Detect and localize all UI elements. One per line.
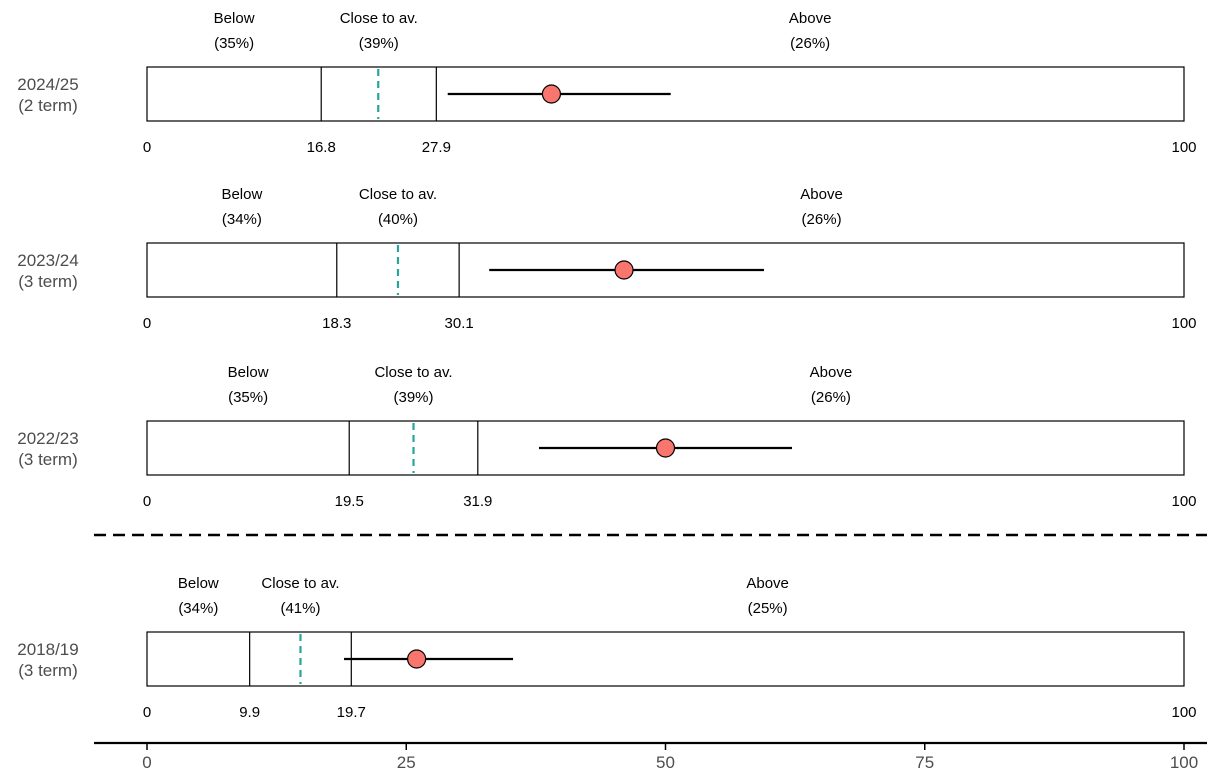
- x-axis-tick-label: 25: [397, 753, 416, 772]
- category-pct: (39%): [359, 35, 399, 52]
- category-pct: (39%): [394, 389, 434, 406]
- panel-box: [146, 242, 1185, 298]
- category-pct: (34%): [222, 211, 262, 228]
- category-label: Close to av.: [374, 364, 452, 381]
- category-label: Below: [221, 186, 262, 203]
- category-label: Below: [178, 575, 219, 592]
- tick-label-threshold: 27.9: [422, 139, 451, 156]
- x-axis-tick-label: 100: [1170, 753, 1198, 772]
- tick-label-min: 0: [143, 704, 151, 721]
- category-label: Below: [228, 364, 269, 381]
- panel-box: [146, 631, 1185, 687]
- row-label-term: (3 term): [18, 450, 78, 469]
- category-label: Close to av.: [261, 575, 339, 592]
- row-label-term: (3 term): [18, 272, 78, 291]
- tick-label-threshold: 31.9: [463, 493, 492, 510]
- row-label-year: 2023/24: [17, 251, 78, 270]
- tick-label-max: 100: [1171, 704, 1196, 721]
- category-pct: (26%): [802, 211, 842, 228]
- tick-label-threshold: 9.9: [239, 704, 260, 721]
- tick-label-max: 100: [1171, 315, 1196, 332]
- tick-label-threshold: 19.7: [337, 704, 366, 721]
- category-label: Above: [789, 10, 832, 27]
- tick-label-max: 100: [1171, 139, 1196, 156]
- category-pct: (26%): [811, 389, 851, 406]
- category-pct: (26%): [790, 35, 830, 52]
- category-pct: (25%): [748, 600, 788, 617]
- tick-label-threshold: 30.1: [445, 315, 474, 332]
- row-label-term: (3 term): [18, 661, 78, 680]
- row-label-year: 2018/19: [17, 640, 78, 659]
- estimate-point: [614, 260, 634, 280]
- category-pct: (34%): [178, 600, 218, 617]
- category-label: Close to av.: [359, 186, 437, 203]
- tick-label-threshold: 19.5: [335, 493, 364, 510]
- category-label: Above: [800, 186, 843, 203]
- tick-label-min: 0: [143, 315, 151, 332]
- estimate-point: [407, 649, 427, 669]
- tick-label-threshold: 18.3: [322, 315, 351, 332]
- estimate-point: [541, 84, 562, 104]
- row-label-year: 2024/25: [17, 75, 78, 94]
- category-label: Above: [810, 364, 853, 381]
- tick-label-min: 0: [143, 493, 151, 510]
- estimate-point: [655, 438, 676, 458]
- panel-box: [146, 66, 1185, 122]
- category-pct: (41%): [280, 600, 320, 617]
- category-pct: (35%): [214, 35, 254, 52]
- tick-label-threshold: 16.8: [307, 139, 336, 156]
- tick-label-max: 100: [1171, 493, 1196, 510]
- x-axis-tick-label: 0: [142, 753, 151, 772]
- category-label: Above: [746, 575, 789, 592]
- panel-box: [146, 420, 1185, 476]
- category-label: Close to av.: [340, 10, 418, 27]
- row-label-term: (2 term): [18, 96, 78, 115]
- category-label: Below: [214, 10, 255, 27]
- category-pct: (35%): [228, 389, 268, 406]
- x-axis-tick-label: 50: [656, 753, 675, 772]
- category-pct: (40%): [378, 211, 418, 228]
- row-label-year: 2022/23: [17, 429, 78, 448]
- tick-label-min: 0: [143, 139, 151, 156]
- x-axis-tick-label: 75: [915, 753, 934, 772]
